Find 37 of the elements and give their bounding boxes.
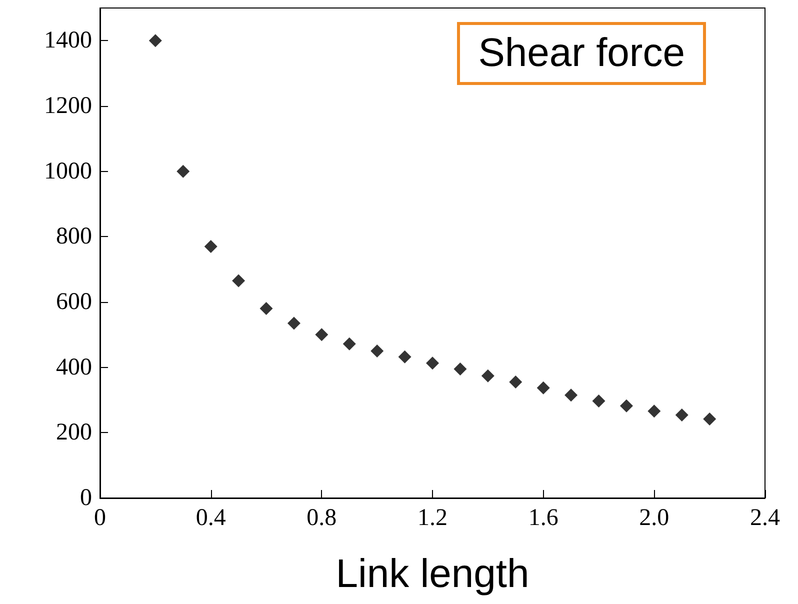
- x-tick-label: 2.4: [750, 505, 780, 531]
- x-tick-label: 0.8: [306, 505, 337, 531]
- annotation: Shear force: [457, 22, 706, 85]
- point: [287, 316, 300, 330]
- point: [648, 404, 661, 418]
- y-tick-label: 600: [56, 289, 92, 315]
- point: [370, 344, 384, 358]
- point: [260, 302, 273, 316]
- y-tick-label: 200: [56, 420, 92, 446]
- point: [176, 164, 190, 178]
- point: [703, 412, 716, 426]
- y-tick-label: 800: [56, 224, 92, 250]
- point: [620, 399, 633, 412]
- x-tick-label: 1.2: [418, 505, 448, 531]
- point: [481, 369, 494, 382]
- y-tick-label: 1200: [44, 93, 92, 119]
- x-axis-title: Link length: [336, 552, 530, 596]
- y-tick-label: 0: [80, 485, 92, 511]
- point: [509, 376, 522, 389]
- point: [148, 34, 162, 48]
- point: [426, 356, 439, 370]
- y-tick-label: 1000: [44, 158, 92, 184]
- x-tick-label: 0.4: [196, 505, 226, 531]
- point: [675, 408, 688, 422]
- point: [592, 394, 606, 408]
- point: [315, 328, 328, 342]
- point: [564, 388, 578, 402]
- x-tick-label: 2.0: [639, 505, 670, 531]
- point: [232, 274, 246, 288]
- point: [536, 381, 550, 394]
- x-tick-label: 1.6: [528, 505, 558, 531]
- y-tick-label: 1400: [44, 28, 92, 54]
- point: [204, 240, 218, 253]
- point: [454, 362, 467, 376]
- point: [398, 350, 412, 364]
- y-tick-label: 400: [56, 354, 92, 380]
- point: [342, 337, 356, 350]
